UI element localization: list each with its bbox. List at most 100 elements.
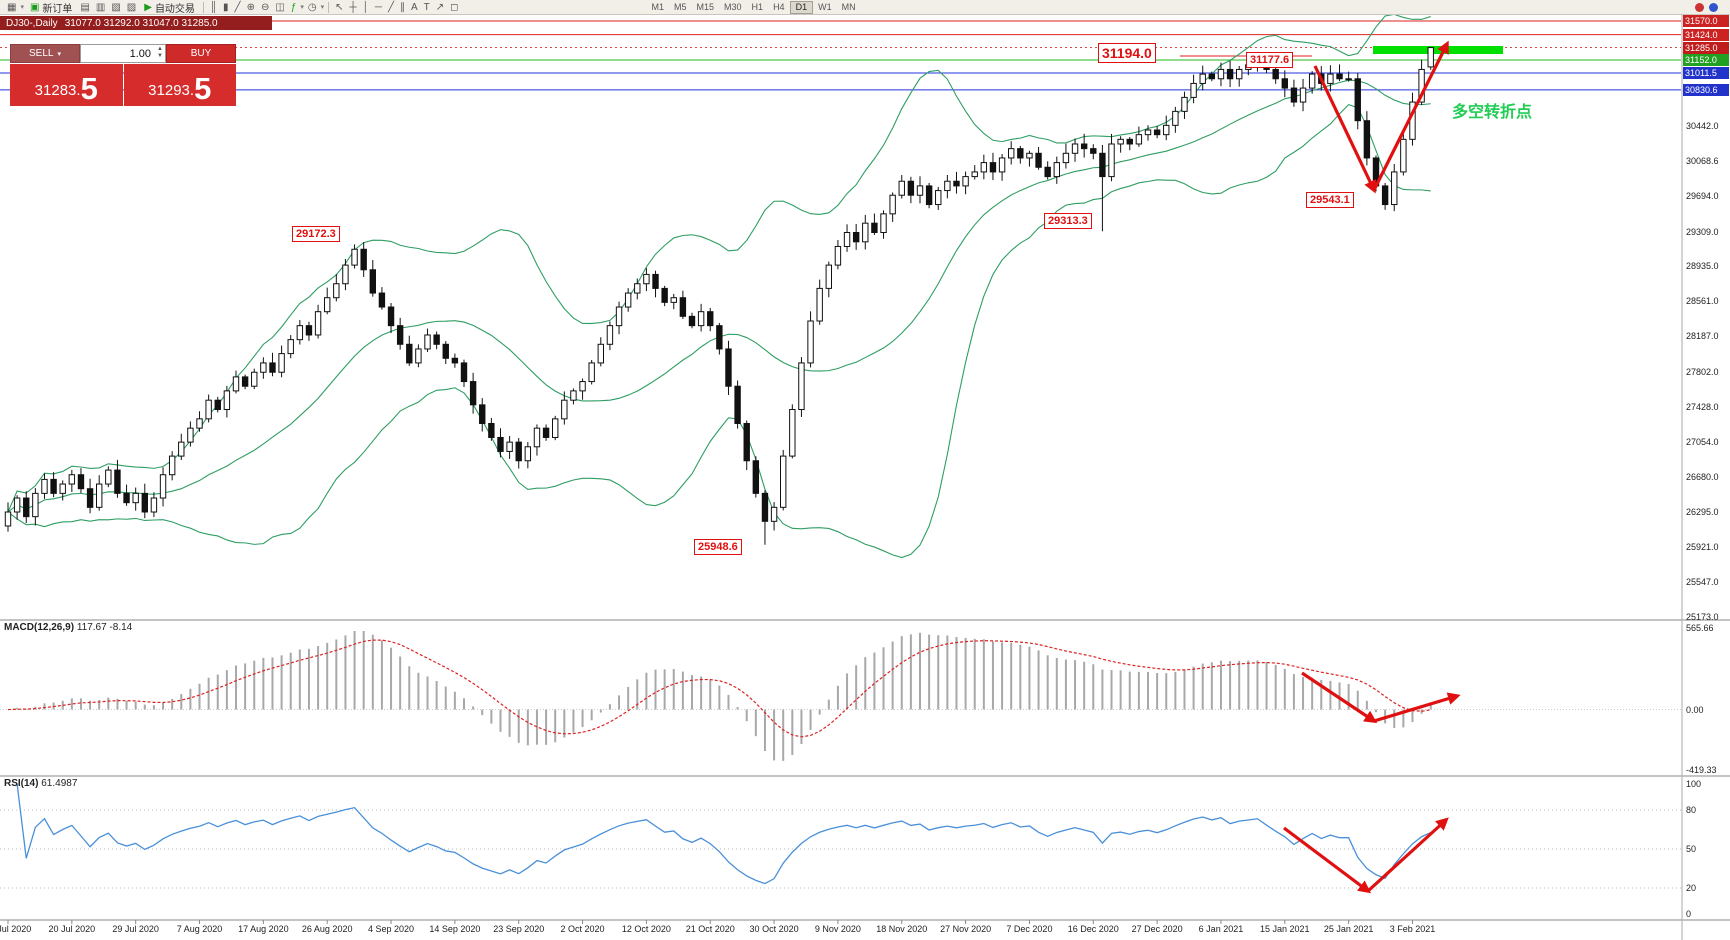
rsi-trend-arrow — [1283, 826, 1372, 894]
indicators-dropdown-icon[interactable]: ▾ — [300, 3, 304, 11]
one-click-trade-panel: SELL ▾ 1.00 ▲ ▼ BUY 31283. 5 31293. 5 — [10, 44, 236, 106]
vertical-line-icon[interactable]: │ — [362, 1, 369, 13]
horizontal-line-icon[interactable]: ─ — [374, 1, 382, 13]
cursor-icon[interactable]: ↖ — [335, 1, 344, 13]
sell-price-display[interactable]: 31283. 5 — [10, 64, 123, 106]
navigator-icon[interactable]: ▧ — [111, 1, 121, 13]
time-tick-label: 16 Dec 2020 — [1067, 924, 1119, 934]
candle-body — [1391, 171, 1398, 206]
candle-body — [159, 474, 167, 499]
auto-trading-label: 自动交易 — [154, 3, 195, 15]
terminal-icon[interactable]: ▨ — [126, 1, 137, 13]
crosshair-icon[interactable]: ┼ — [349, 1, 357, 13]
chart-profiles-dropdown-icon[interactable]: ▾ — [20, 3, 24, 11]
candle-body — [734, 385, 741, 424]
timeframe-m5[interactable]: M5 — [674, 2, 687, 12]
sell-price-big-digit: 5 — [80, 71, 98, 107]
periods-icon[interactable]: ◷ — [307, 1, 317, 13]
buy-button[interactable]: BUY — [166, 44, 236, 63]
arrow-tool-icon[interactable]: ↗ — [435, 1, 445, 13]
candle-body — [1226, 68, 1234, 80]
candle-body — [843, 231, 851, 247]
price-tick: 25547.0 — [1686, 577, 1719, 588]
periods-dropdown-icon[interactable]: ▾ — [320, 3, 325, 11]
line-chart-type-icon[interactable]: ╱ — [234, 1, 241, 13]
price-annotation[interactable]: 29172.3 — [292, 226, 340, 243]
price-annotation[interactable]: 29313.3 — [1044, 213, 1092, 230]
candle-body — [916, 185, 924, 196]
price-tick: 28935.0 — [1686, 261, 1719, 272]
candle-body — [168, 455, 176, 476]
candle-body — [1345, 78, 1352, 81]
text-icon[interactable]: A — [411, 1, 418, 13]
candle-body — [1135, 134, 1143, 145]
candle-body — [251, 371, 258, 387]
bar-chart-type-icon[interactable]: ║ — [209, 1, 218, 13]
trend-note[interactable]: 多空转折点 — [1452, 104, 1533, 121]
candle-body — [761, 492, 769, 522]
macd-tick: 0.00 — [1686, 704, 1704, 715]
timeframe-m30[interactable]: M30 — [724, 2, 742, 12]
chart-symbol: DJ30-,Daily — [6, 17, 58, 29]
candle-body — [1308, 73, 1316, 89]
indicators-icon[interactable]: ƒ — [290, 1, 297, 13]
timeframe-group: M1 M5 M15 M30 H1 H4 D1 W1 MN — [646, 0, 860, 14]
candle-body — [798, 362, 805, 411]
trendline-icon[interactable]: ╱ — [387, 1, 394, 13]
timeframe-h4[interactable]: H4 — [773, 2, 785, 12]
price-tick: 26295.0 — [1686, 507, 1719, 518]
timeframe-w1[interactable]: W1 — [818, 2, 832, 12]
price-annotation[interactable]: 29543.1 — [1306, 192, 1354, 209]
sell-button[interactable]: SELL ▾ — [10, 44, 80, 63]
bollinger-middle-band — [7, 79, 1431, 513]
volume-stepper[interactable]: ▲ ▼ — [157, 46, 163, 59]
candle-body — [214, 399, 221, 411]
shapes-icon[interactable]: ◻ — [450, 1, 459, 13]
toolbar-right-icon-1[interactable] — [1695, 2, 1704, 12]
price-annotation[interactable]: 31177.6 — [1246, 52, 1294, 69]
timeframe-d1[interactable]: D1 — [789, 0, 814, 14]
toolbar-right-icon-2[interactable] — [1709, 2, 1718, 12]
price-tick: 30068.6 — [1686, 155, 1719, 166]
sell-price-small: 31283. — [34, 82, 81, 99]
time-tick-label: 7 Dec 2020 — [1006, 924, 1053, 934]
tile-windows-icon[interactable]: ◫ — [275, 1, 285, 13]
timeframe-m1[interactable]: M1 — [651, 2, 664, 12]
time-tick-label: 6 Jan 2021 — [1198, 924, 1244, 934]
volume-input[interactable]: 1.00 ▲ ▼ — [80, 44, 166, 63]
candle-body — [597, 343, 604, 364]
candle-body — [305, 325, 313, 336]
candle-body — [1400, 138, 1407, 173]
price-tick: 25921.0 — [1686, 542, 1719, 553]
new-chart-icon[interactable]: ▦ — [7, 1, 17, 13]
candle-body — [944, 180, 951, 192]
data-window-icon[interactable]: ▥ — [95, 1, 106, 13]
new-order-button[interactable]: ▣ 新订单 — [25, 1, 77, 15]
buy-price-big-digit: 5 — [194, 71, 212, 107]
candle-body — [460, 362, 468, 383]
candle-body — [132, 492, 139, 504]
price-annotation[interactable]: 25948.6 — [694, 539, 742, 556]
price-annotation[interactable]: 31194.0 — [1098, 43, 1156, 64]
main-trend-arrow — [1313, 65, 1376, 194]
timeframe-h1[interactable]: H1 — [751, 2, 764, 12]
timeframe-mn[interactable]: MN — [841, 2, 856, 12]
candle-body — [77, 474, 85, 490]
time-tick-label: 15 Jan 2021 — [1260, 924, 1310, 934]
text-label-icon[interactable]: T — [423, 1, 430, 13]
timeframe-m15[interactable]: M15 — [696, 2, 715, 12]
buy-price-display[interactable]: 31293. 5 — [123, 64, 236, 107]
candle-body — [1427, 47, 1434, 68]
candle-body — [697, 311, 705, 327]
zoom-out-icon[interactable]: ⊖ — [260, 1, 270, 13]
candlestick-chart-type-icon[interactable]: ▮ — [223, 1, 229, 13]
main-trend-arrow — [1372, 40, 1449, 191]
price-marker: 31424.0 — [1683, 28, 1729, 41]
auto-trading-button[interactable]: ▶ 自动交易 — [139, 1, 200, 15]
zoom-in-icon[interactable]: ⊕ — [246, 1, 255, 13]
market-watch-icon[interactable]: ▤ — [80, 1, 90, 13]
candle-body — [68, 474, 76, 485]
price-tick: 27802.0 — [1686, 367, 1719, 378]
channel-icon[interactable]: ∥ — [400, 1, 405, 13]
